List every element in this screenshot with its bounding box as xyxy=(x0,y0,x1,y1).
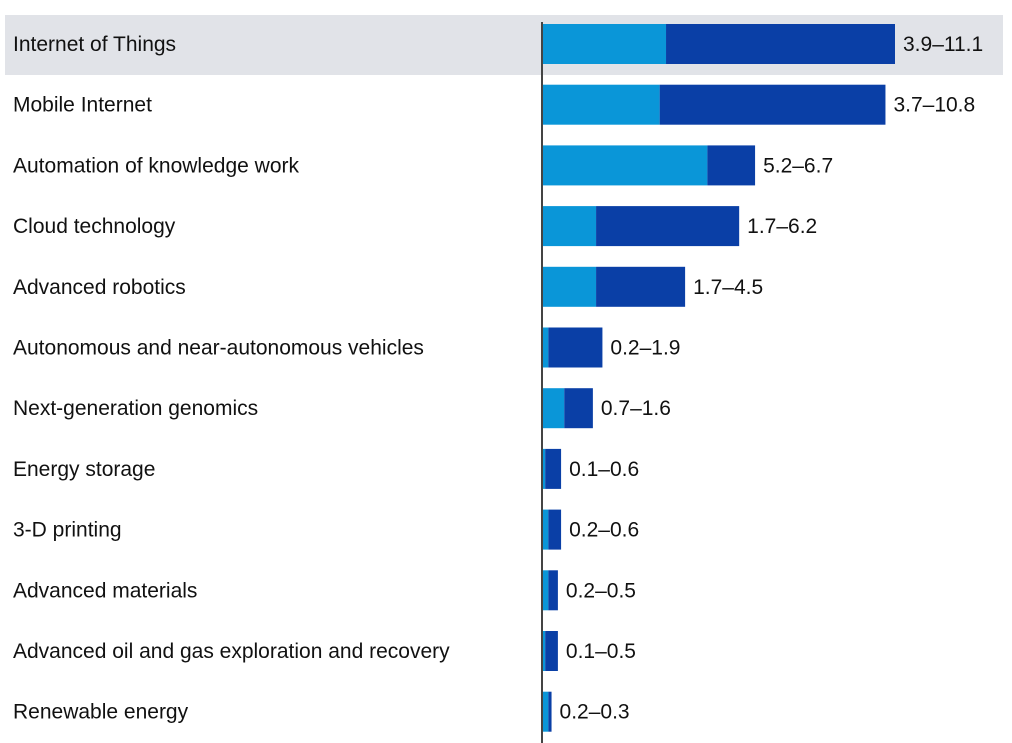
category-label-internet-of-things: Internet of Things xyxy=(13,33,176,56)
value-label-3-d-printing: 0.2–0.6 xyxy=(569,519,639,542)
value-label-cloud-technology: 1.7–6.2 xyxy=(747,215,817,238)
value-label-internet-of-things: 3.9–11.1 xyxy=(903,33,983,56)
category-label-advanced-materials: Advanced materials xyxy=(13,579,197,602)
bar-high-advanced-robotics xyxy=(596,266,686,307)
category-label-renewable-energy: Renewable energy xyxy=(13,701,189,724)
bar-high-3-d-printing xyxy=(548,509,562,550)
bar-high-cloud-technology xyxy=(596,206,740,247)
bar-high-advanced-oil-and-gas-exploration-and-recovery xyxy=(545,631,558,671)
bar-high-energy-storage xyxy=(545,448,562,489)
value-label-automation-of-knowledge-work: 5.2–6.7 xyxy=(763,154,833,177)
value-label-mobile-internet: 3.7–10.8 xyxy=(893,94,975,117)
bar-high-advanced-materials xyxy=(548,570,558,611)
value-label-energy-storage: 0.1–0.6 xyxy=(569,458,639,481)
value-label-next-generation-genomics: 0.7–1.6 xyxy=(601,397,671,420)
category-label-next-generation-genomics: Next-generation genomics xyxy=(13,397,258,420)
value-label-advanced-robotics: 1.7–4.5 xyxy=(693,276,763,299)
value-label-advanced-materials: 0.2–0.5 xyxy=(566,579,636,602)
value-label-autonomous-and-near-autonomous-vehicles: 0.2–1.9 xyxy=(610,337,680,360)
bar-high-mobile-internet xyxy=(659,84,886,125)
bar-low-mobile-internet xyxy=(542,84,660,125)
bar-low-renewable-energy xyxy=(542,691,549,732)
bar-low-advanced-robotics xyxy=(542,266,597,307)
bar-low-autonomous-and-near-autonomous-vehicles xyxy=(542,327,549,368)
bar-low-energy-storage xyxy=(542,448,546,489)
bar-high-autonomous-and-near-autonomous-vehicles xyxy=(548,327,603,368)
bar-low-advanced-materials xyxy=(542,570,549,611)
category-labels: Internet of Things Mobile Internet Automat… xyxy=(13,33,450,724)
category-label-advanced-oil-and-gas-exploration-and-recovery: Advanced oil and gas exploration and rec… xyxy=(13,640,450,663)
value-labels: 3.9–11.1 3.7–10.8 5.2–6.7 1.7–6.2 1.7–4.5 0.2… xyxy=(560,33,984,724)
category-label-mobile-internet: Mobile Internet xyxy=(13,94,152,117)
bars xyxy=(542,24,895,732)
bar-low-cloud-technology xyxy=(542,206,597,247)
category-label-autonomous-and-near-autonomous-vehicles: Autonomous and near-autonomous vehicles xyxy=(13,337,424,360)
bar-low-advanced-oil-and-gas-exploration-and-recovery xyxy=(542,631,546,671)
bar-high-next-generation-genomics xyxy=(564,388,593,429)
bar-low-automation-of-knowledge-work xyxy=(542,145,708,186)
value-label-advanced-oil-and-gas-exploration-and-recovery: 0.1–0.5 xyxy=(566,640,636,663)
category-label-3-d-printing: 3-D printing xyxy=(13,519,122,542)
bar-high-internet-of-things xyxy=(666,24,895,64)
category-label-cloud-technology: Cloud technology xyxy=(13,215,176,238)
bar-low-internet-of-things xyxy=(542,24,667,64)
category-label-automation-of-knowledge-work: Automation of knowledge work xyxy=(13,154,299,177)
value-label-renewable-energy: 0.2–0.3 xyxy=(560,701,630,724)
bar-high-renewable-energy xyxy=(548,691,552,732)
bar-high-automation-of-knowledge-work xyxy=(707,145,756,186)
category-label-energy-storage: Energy storage xyxy=(13,458,155,481)
bar-low-next-generation-genomics xyxy=(542,388,565,429)
bar-low-3-d-printing xyxy=(542,509,549,550)
category-label-advanced-robotics: Advanced robotics xyxy=(13,276,186,299)
